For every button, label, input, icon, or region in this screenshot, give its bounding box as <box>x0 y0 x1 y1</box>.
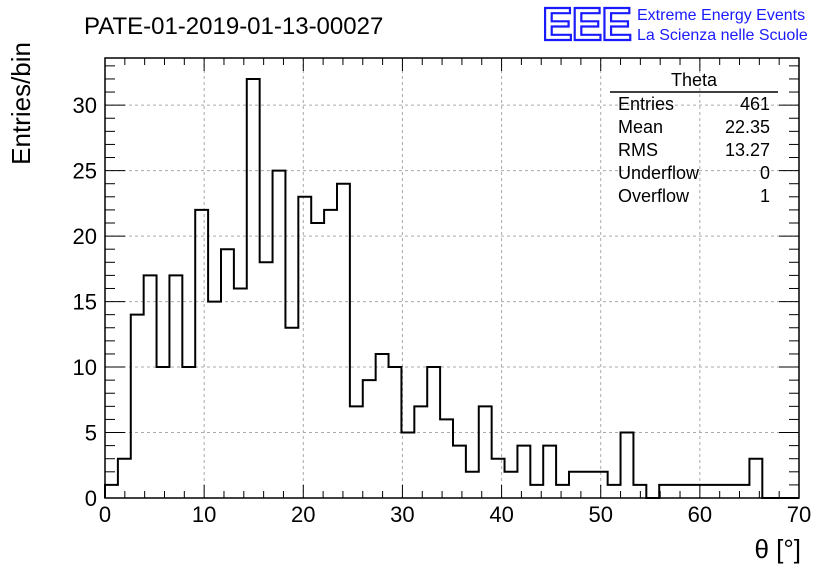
histogram-bin <box>221 249 234 498</box>
histogram-bin <box>543 446 556 498</box>
histogram-bin <box>582 472 595 498</box>
stats-value: 22.35 <box>725 117 770 137</box>
histogram-bin <box>749 459 762 498</box>
histogram-bin <box>144 275 157 498</box>
histogram-bars <box>105 79 762 498</box>
stats-box: Theta Entries 461 Mean 22.35 RMS 13.27 Underfl… <box>610 70 778 206</box>
histogram-bin <box>234 288 247 498</box>
histogram-bin <box>324 210 337 498</box>
stats-label: Entries <box>618 94 674 114</box>
histogram-bin <box>105 485 118 498</box>
y-tick-label: 10 <box>73 355 97 380</box>
histogram-bin <box>608 485 621 498</box>
histogram-bin <box>466 472 479 498</box>
stats-label: RMS <box>618 140 658 160</box>
histogram-bin <box>621 433 634 498</box>
histogram-bin <box>350 406 363 498</box>
histogram-bin <box>401 433 414 498</box>
histogram-bin <box>505 472 518 498</box>
y-tick-label: 30 <box>73 93 97 118</box>
histogram-bin <box>672 485 685 498</box>
histogram-bin <box>311 223 324 498</box>
stats-value: 1 <box>760 186 770 206</box>
x-tick-label: 70 <box>787 502 811 527</box>
histogram-bin <box>492 459 505 498</box>
histogram-bin <box>169 275 182 498</box>
x-tick-label: 60 <box>688 502 712 527</box>
histogram-bin <box>517 446 530 498</box>
histogram-bin <box>376 354 389 498</box>
histogram-bin <box>208 302 221 498</box>
y-tick-label: 5 <box>85 421 97 446</box>
x-tick-label: 20 <box>291 502 315 527</box>
plot-frame <box>104 57 800 499</box>
stats-label: Overflow <box>618 186 690 206</box>
histogram-bin <box>131 315 144 498</box>
stats-title: Theta <box>671 70 718 90</box>
histogram-bin <box>659 485 672 498</box>
y-tick-label: 0 <box>85 486 97 511</box>
histogram-bin <box>260 262 273 498</box>
x-tick-label: 0 <box>99 502 111 527</box>
y-tick-label: 20 <box>73 224 97 249</box>
y-tick-label: 25 <box>73 159 97 184</box>
histogram-bin <box>195 210 208 498</box>
stats-value: 461 <box>740 94 770 114</box>
histogram-bin <box>337 184 350 498</box>
y-axis-title: Entries/bin <box>6 42 36 165</box>
histogram-bin <box>724 485 737 498</box>
x-tick-label: 30 <box>390 502 414 527</box>
histogram-bin <box>711 485 724 498</box>
histogram-bin <box>247 79 260 498</box>
stats-value: 0 <box>760 163 770 183</box>
x-tick-label: 50 <box>588 502 612 527</box>
stats-label: Mean <box>618 117 663 137</box>
y-tick-labels: 0 5 10 15 20 25 30 <box>73 93 97 511</box>
x-tick-labels: 0 10 20 30 40 50 60 70 <box>99 502 811 527</box>
histogram-bin <box>273 171 286 498</box>
logo-line-2: La Scienza nelle Scuole <box>637 27 808 44</box>
histogram-bin <box>440 419 453 498</box>
histogram-bin <box>414 406 427 498</box>
histogram-bin <box>737 485 750 498</box>
histogram-bin <box>298 197 311 498</box>
eee-logo: EEE <box>542 0 631 50</box>
histogram-bin <box>363 380 376 498</box>
chart-title: PATE-01-2019-01-13-00027 <box>84 13 383 40</box>
stats-value: 13.27 <box>725 140 770 160</box>
histogram-bin <box>479 406 492 498</box>
histogram-bin <box>685 485 698 498</box>
x-axis-title: θ [°] <box>754 534 801 564</box>
histogram-bin <box>569 472 582 498</box>
x-tick-label: 10 <box>192 502 216 527</box>
histogram-bin <box>556 485 569 498</box>
histogram-bin <box>285 328 298 498</box>
histogram-bin <box>453 446 466 498</box>
stats-label: Underflow <box>618 163 700 183</box>
axis-ticks <box>104 58 800 499</box>
logo-line-1: Extreme Energy Events <box>637 7 805 24</box>
y-tick-label: 15 <box>73 290 97 315</box>
histogram-outline <box>104 77 799 499</box>
x-tick-label: 40 <box>489 502 513 527</box>
